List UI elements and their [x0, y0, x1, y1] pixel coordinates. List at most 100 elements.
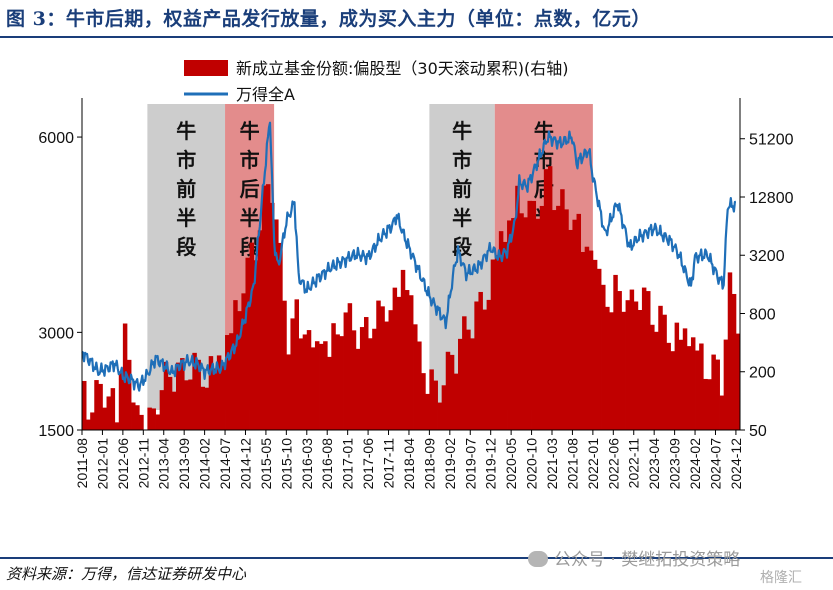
fund-issuance-bar: [547, 166, 553, 430]
fund-issuance-bar: [433, 380, 438, 430]
index-line: [81, 121, 737, 392]
fund-issuance-bar: [151, 408, 156, 430]
x-tick-label: 2015-05: [258, 438, 274, 490]
fund-issuance-bar: [552, 210, 557, 430]
fund-issuance-bar: [601, 284, 606, 430]
fund-issuance-bar: [171, 391, 177, 430]
x-tick-label: 2018-09: [421, 438, 437, 490]
fund-issuance-bar: [625, 300, 631, 430]
fund-issuance-bar: [233, 300, 238, 430]
fund-issuance-bar: [523, 217, 528, 430]
fund-issuance-bar: [216, 355, 222, 430]
fund-issuance-bar: [408, 295, 414, 430]
fund-issuance-bar: [474, 301, 479, 430]
x-tick-label: 2017-01: [340, 438, 356, 490]
phase-label-char: 半: [452, 206, 472, 230]
fund-issuance-bar: [302, 334, 308, 430]
fund-issuance-bar: [314, 341, 320, 430]
fund-issuance-bar: [245, 257, 250, 430]
x-tick-label: 2014-12: [237, 438, 253, 490]
fund-issuance-bar: [425, 393, 430, 430]
fund-issuance-bar: [490, 259, 496, 430]
fund-issuance-bar: [310, 347, 316, 430]
fund-issuance-bar: [674, 322, 680, 430]
y-right-tick-label: 50: [749, 423, 767, 440]
fund-issuance-bar: [592, 259, 598, 430]
fund-issuance-bar: [167, 376, 173, 430]
fund-issuance-bar: [690, 337, 696, 430]
fund-issuance-bar: [396, 296, 402, 430]
phase-label-char: 后: [240, 177, 260, 201]
phase-label-char: 牛: [452, 119, 472, 143]
fund-issuance-bar: [629, 289, 635, 430]
watermark-text: 公众号 · 樊继拓投资策略: [554, 550, 741, 570]
phase-label-char: 半: [240, 206, 260, 230]
fund-issuance-bar: [257, 230, 263, 430]
fund-issuance-bar: [670, 351, 676, 430]
fund-issuance-bar: [486, 299, 492, 430]
legend: 新成立基金份额:偏股型（30天滚动累积)(右轴) 万得全A: [184, 59, 568, 104]
fund-issuance-bar: [678, 339, 684, 430]
x-tick-label: 2012-11: [135, 438, 151, 489]
phase-label-char: 市: [240, 148, 260, 172]
x-tick-label: 2022-06: [605, 438, 621, 490]
title-rule: [0, 36, 833, 38]
fund-issuance-bar: [294, 299, 300, 430]
fund-issuance-bar: [253, 260, 259, 430]
fund-issuance-bar: [306, 330, 312, 430]
fund-issuance-bar: [265, 184, 271, 430]
phase-label-char: 市: [452, 148, 472, 172]
fund-issuance-bar: [735, 333, 741, 430]
legend-bar-swatch: [184, 60, 228, 76]
fund-issuance-bar: [494, 255, 500, 430]
fund-issuance-bar: [515, 185, 520, 430]
fund-issuance-bar: [588, 250, 594, 430]
x-tick-label: 2019-12: [483, 438, 499, 490]
x-tick-label: 2016-03: [299, 438, 315, 490]
fund-issuance-bar: [580, 251, 586, 430]
fund-issuance-bar: [723, 339, 729, 430]
fund-issuance-bar: [731, 293, 737, 430]
fund-issuance-bar: [686, 346, 692, 430]
x-tick-label: 2013-09: [176, 438, 192, 490]
fund-issuance-bar: [613, 274, 618, 430]
fund-issuance-bar: [176, 362, 181, 430]
fund-issuance-bar: [719, 395, 725, 430]
fund-issuance-bar: [229, 333, 234, 430]
fund-issuance-bar: [568, 229, 573, 430]
fund-issuance-bar: [278, 242, 283, 430]
fund-issuance-bar: [204, 387, 210, 430]
fund-issuance-bar: [86, 419, 91, 430]
fund-issuance-bar: [220, 365, 226, 430]
fund-issuance-bar: [572, 219, 577, 430]
fund-issuance-bar: [180, 358, 185, 430]
wechat-icon: [528, 551, 548, 567]
fund-issuance-bar: [498, 231, 504, 430]
fund-issuance-bar: [707, 379, 712, 430]
watermark-badge: 格隆汇: [760, 570, 802, 586]
fund-issuance-bar: [98, 383, 103, 430]
fund-issuance-bar: [429, 369, 434, 430]
fund-issuance-bar: [633, 301, 639, 430]
fund-issuance-bar: [543, 169, 549, 430]
fund-issuance-bar: [441, 385, 447, 430]
phase-label-char: 前: [452, 177, 472, 201]
y-left-tick-label: 3000: [38, 325, 74, 342]
fund-issuance-bar: [335, 334, 340, 430]
fund-issuance-bar: [351, 330, 357, 430]
x-tick-label: 2012-06: [115, 438, 131, 490]
fund-issuance-bar: [82, 380, 87, 430]
fund-issuance-bar: [502, 241, 508, 430]
fund-issuance-bar: [368, 338, 373, 430]
fund-issuance-bar: [650, 324, 655, 430]
fund-issuance-bar: [609, 312, 614, 430]
fund-issuance-bar: [131, 402, 136, 430]
axes: 1500 3000 6000 50 200 800 3200 12800 51200 2011-0…: [38, 98, 794, 490]
fund-issuance-bar: [282, 300, 287, 430]
x-tick-label: 2024-02: [687, 438, 703, 490]
fund-issuance-bar: [527, 200, 532, 430]
y-left-tick-label: 1500: [38, 423, 74, 440]
x-tick-label: 2024-07: [707, 438, 723, 490]
fund-issuance-bar: [355, 348, 361, 430]
fund-issuance-bar: [727, 272, 733, 430]
